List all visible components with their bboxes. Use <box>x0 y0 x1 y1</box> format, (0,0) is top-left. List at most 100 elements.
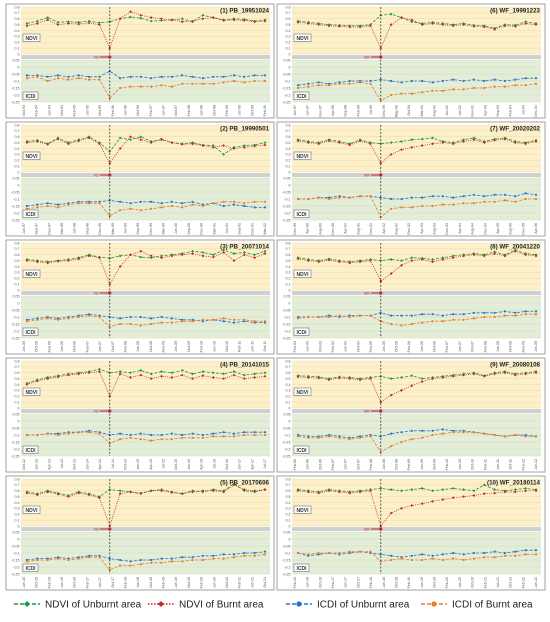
ndvi-tick-label: 0.5 <box>15 377 20 381</box>
data-point-ndvi-burnt <box>472 494 476 497</box>
data-point-icdi-burnt <box>67 203 70 206</box>
data-point-icdi-unburnt <box>129 433 132 437</box>
data-point-icdi-burnt <box>77 431 80 434</box>
data-point-icdi-burnt <box>493 315 496 319</box>
data-point-ndvi-unburnt <box>472 489 476 493</box>
data-point-icdi-burnt <box>36 75 39 78</box>
ndvi-tick-label: 0.8 <box>286 5 291 9</box>
data-point-icdi-burnt <box>170 204 173 208</box>
data-point-icdi-burnt <box>119 209 122 212</box>
data-point-icdi-unburnt <box>452 551 455 555</box>
data-point-ndvi-burnt <box>180 20 184 24</box>
data-point-icdi-burnt <box>56 77 60 80</box>
data-point-icdi-burnt <box>150 85 153 88</box>
icdi-tick-label: 0.05 <box>13 294 20 298</box>
x-tick-label: Oct-18 <box>394 577 398 588</box>
data-point-icdi-burnt <box>98 556 101 559</box>
data-point-ndvi-burnt <box>441 258 445 261</box>
data-point-icdi-unburnt <box>139 432 142 435</box>
icdi-label-box <box>22 209 39 218</box>
data-point-icdi-burnt <box>181 320 184 323</box>
data-point-ndvi-burnt <box>327 378 331 382</box>
x-tick-label: Dec-03 <box>445 223 449 235</box>
data-point-icdi-unburnt <box>503 310 507 313</box>
data-point-icdi-burnt <box>338 436 341 439</box>
ndvi-tick-label: 0.8 <box>286 359 291 363</box>
x-tick-label: Mar-98 <box>60 223 64 234</box>
data-point-ndvi-burnt <box>46 490 50 494</box>
x-tick-label: Jun-17 <box>344 577 348 588</box>
ndvi-tick-label: 0.5 <box>286 141 291 145</box>
x-tick-label: Feb-94 <box>35 105 39 116</box>
data-point-icdi-unburnt <box>170 75 173 78</box>
x-tick-label: Oct-10 <box>471 459 475 470</box>
x-tick-label: Feb-04 <box>509 105 513 116</box>
data-point-icdi-burnt <box>25 207 29 210</box>
data-point-ndvi-burnt <box>348 491 352 495</box>
x-tick-label: Oct-11 <box>263 341 267 352</box>
data-point-ndvi-burnt <box>77 257 81 261</box>
data-point-icdi-burnt <box>46 204 49 208</box>
separator-strip <box>292 173 541 177</box>
data-point-ndvi-burnt <box>462 373 465 377</box>
icdi-tick-label: -0.25 <box>282 572 290 576</box>
data-point-ndvi-burnt <box>348 261 352 265</box>
data-point-icdi-burnt <box>514 84 517 87</box>
chart-panel-7: 0.8 0.7 0.6 0.5 0.4 0.3 0.20.1 0 0.05 0 -0.05 -0.1 -… <box>276 121 546 237</box>
data-point-icdi-unburnt <box>222 553 225 556</box>
data-point-icdi-unburnt <box>119 317 122 320</box>
data-point-icdi-burnt <box>524 435 527 438</box>
icdi-tick-label: -0.05 <box>11 544 19 548</box>
fire-event-marker <box>379 291 383 295</box>
data-point-icdi-burnt <box>160 321 163 324</box>
ndvi-tick-label: 0 <box>18 406 20 410</box>
data-point-ndvi-burnt <box>306 141 310 145</box>
data-point-ndvi-burnt <box>87 21 91 25</box>
data-point-ndvi-unburnt <box>410 488 414 491</box>
ndvi-tick-label: 0.2 <box>15 277 20 281</box>
ndvi-tick-label: 0.4 <box>15 147 20 151</box>
data-point-icdi-unburnt <box>253 431 256 434</box>
series-line-icdi-unburnt <box>297 77 536 86</box>
data-point-ndvi-burnt <box>25 491 29 495</box>
ndvi-tick-label: 0.5 <box>15 495 20 499</box>
data-point-icdi-unburnt <box>493 550 496 553</box>
data-point-ndvi-burnt <box>118 372 122 376</box>
data-point-icdi-burnt <box>317 315 320 319</box>
data-point-icdi-burnt <box>232 318 236 321</box>
data-point-ndvi-burnt <box>410 259 414 263</box>
data-point-icdi-burnt <box>243 202 246 205</box>
data-point-icdi-burnt <box>338 82 341 85</box>
data-point-icdi-unburnt <box>87 75 91 78</box>
icdi-tick-label: 0 <box>18 301 20 305</box>
data-point-icdi-unburnt <box>56 203 60 206</box>
x-tick-label: Mar-01 <box>420 105 424 116</box>
data-point-icdi-unburnt <box>263 431 267 434</box>
data-point-ndvi-unburnt <box>410 256 414 260</box>
legend-label: NDVI of Burnt area <box>179 600 264 611</box>
icdi-tick-label: 0 <box>18 183 20 187</box>
panel-title: (3) PB_20071014 <box>220 244 269 251</box>
data-point-icdi-unburnt <box>400 431 403 434</box>
data-point-ndvi-unburnt <box>180 369 184 372</box>
data-point-icdi-unburnt <box>472 78 476 81</box>
data-point-ndvi-unburnt <box>211 144 215 147</box>
data-point-icdi-burnt <box>400 557 403 560</box>
x-tick-label: Mar-02 <box>263 223 267 234</box>
ndvi-tick-label: 0.7 <box>286 365 291 369</box>
icdi-tick-label: -0.05 <box>282 190 290 194</box>
data-point-ndvi-burnt <box>379 161 383 165</box>
data-point-icdi-burnt <box>358 436 362 439</box>
fire-event-marker <box>379 55 383 59</box>
data-point-icdi-unburnt <box>390 432 393 435</box>
data-point-icdi-burnt <box>503 435 507 438</box>
data-point-icdi-unburnt <box>212 75 215 78</box>
data-point-icdi-unburnt <box>263 74 267 77</box>
data-point-ndvi-burnt <box>242 19 246 22</box>
data-point-ndvi-unburnt <box>263 249 267 253</box>
data-point-icdi-unburnt <box>25 204 29 208</box>
data-point-icdi-burnt <box>170 438 173 441</box>
ndvi-label-box <box>22 151 41 160</box>
data-point-icdi-burnt <box>307 315 310 319</box>
data-point-icdi-burnt <box>514 433 517 437</box>
